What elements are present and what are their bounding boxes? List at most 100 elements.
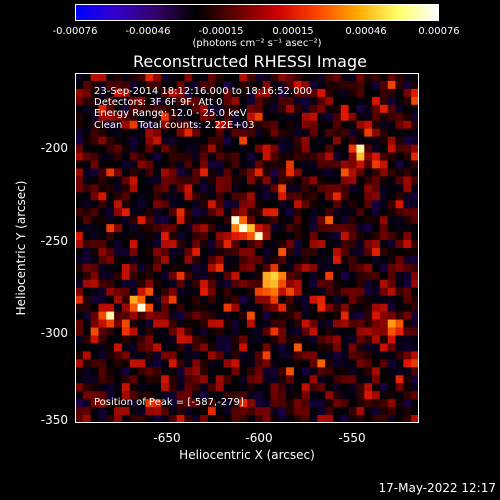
heatmap-cell xyxy=(309,208,318,217)
heatmap-cell xyxy=(247,176,256,185)
heatmap-cell xyxy=(153,255,162,265)
heatmap-cell xyxy=(168,335,178,344)
heatmap-cell xyxy=(121,224,131,233)
heatmap-cell xyxy=(114,104,123,114)
heatmap-cell xyxy=(395,375,404,384)
heatmap-cell xyxy=(239,208,248,217)
heatmap-cell xyxy=(82,327,92,336)
heatmap-cell xyxy=(153,88,162,98)
heatmap-cell xyxy=(301,200,310,209)
heatmap-cell xyxy=(215,152,224,161)
heatmap-cell xyxy=(403,351,412,360)
heatmap-cell xyxy=(121,240,131,249)
heatmap-cell xyxy=(340,327,350,336)
heatmap-cell xyxy=(387,248,396,257)
heatmap-cell xyxy=(247,351,256,360)
heatmap-cell xyxy=(75,168,84,177)
heatmap-cell xyxy=(286,152,295,161)
heatmap-cell xyxy=(333,303,342,313)
heatmap-cell xyxy=(215,335,224,344)
heatmap-cell xyxy=(75,248,84,257)
heatmap-cell xyxy=(184,263,193,273)
heatmap-cell xyxy=(75,287,84,297)
heatmap-cell xyxy=(192,415,201,423)
heatmap-cell xyxy=(325,391,334,400)
heatmap-cell xyxy=(278,343,287,352)
heatmap-cell xyxy=(356,73,365,82)
heatmap-cell xyxy=(286,263,295,273)
heatmap-cell xyxy=(176,383,185,392)
heatmap-cell xyxy=(200,128,209,138)
heatmap-cell xyxy=(317,367,326,376)
heatmap-cell xyxy=(129,73,138,82)
heatmap-cell xyxy=(403,192,412,201)
heatmap-cell xyxy=(286,184,295,193)
heatmap-cell xyxy=(403,303,412,313)
heatmap-cell xyxy=(137,104,146,114)
heatmap-cell xyxy=(114,375,123,384)
heatmap-cell xyxy=(106,96,115,106)
heatmap-cell xyxy=(106,327,115,336)
heatmap-cell xyxy=(75,112,84,122)
heatmap-cell xyxy=(231,200,240,209)
heatmap-cell xyxy=(207,311,217,320)
heatmap-cell xyxy=(90,359,99,368)
heatmap-cell xyxy=(90,73,99,82)
heatmap-cell xyxy=(207,287,217,297)
heatmap-cell xyxy=(286,375,295,384)
heatmap-cell xyxy=(168,263,178,273)
heatmap-cell xyxy=(293,287,303,297)
heatmap-cell xyxy=(145,391,154,400)
detectors: Detectors: 3F 6F 9F, Att 0 xyxy=(94,97,223,108)
heatmap-cell xyxy=(200,391,209,400)
heatmap-cell xyxy=(403,359,412,368)
heatmap-cell xyxy=(161,391,170,400)
heatmap-cell xyxy=(270,240,279,249)
heatmap-cell xyxy=(403,263,412,273)
heatmap-cell xyxy=(301,192,310,201)
heatmap-cell xyxy=(356,287,365,297)
heatmap-cell xyxy=(153,152,162,161)
heatmap-cell xyxy=(145,73,154,82)
heatmap-cell xyxy=(106,152,115,161)
heatmap-cell xyxy=(184,200,193,209)
heatmap-cell xyxy=(293,192,303,201)
heatmap-cell xyxy=(387,287,396,297)
heatmap-cell xyxy=(145,248,154,257)
heatmap-cell xyxy=(137,295,146,305)
heatmap-cell xyxy=(317,391,326,400)
heatmap-cell xyxy=(262,208,271,217)
heatmap-cell xyxy=(215,351,224,360)
heatmap-cell xyxy=(309,168,318,177)
heatmap-cell xyxy=(121,263,131,273)
heatmap-cell xyxy=(348,80,357,90)
heatmap-cell xyxy=(145,232,154,241)
heatmap-cell xyxy=(278,335,287,344)
heatmap-cell xyxy=(192,216,201,225)
heatmap-cell xyxy=(395,160,404,169)
heatmap-cell xyxy=(184,224,193,233)
heatmap-cell xyxy=(309,287,318,297)
heatmap-cell xyxy=(121,415,131,423)
heatmap-cell xyxy=(98,407,107,416)
heatmap-cell xyxy=(239,279,248,289)
heatmap-cell xyxy=(153,128,162,138)
heatmap-cell xyxy=(278,120,287,130)
heatmap-cell xyxy=(317,248,326,257)
y-tick-label: -200 xyxy=(40,141,68,155)
heatmap-cell xyxy=(90,240,99,249)
heatmap-cell xyxy=(340,208,350,217)
heatmap-cell xyxy=(325,184,334,193)
heatmap-cell xyxy=(75,375,84,384)
heatmap-cell xyxy=(168,96,178,106)
heatmap-cell xyxy=(301,295,310,305)
heatmap-cell xyxy=(293,232,303,241)
heatmap-cell xyxy=(333,311,342,320)
heatmap-cell xyxy=(90,168,99,177)
heatmap-cell xyxy=(325,240,334,249)
heatmap-cell xyxy=(129,168,138,177)
heatmap-cell xyxy=(192,399,201,408)
heatmap-cell xyxy=(207,168,217,177)
heatmap-cell xyxy=(286,407,295,416)
heatmap-cell xyxy=(231,73,240,82)
